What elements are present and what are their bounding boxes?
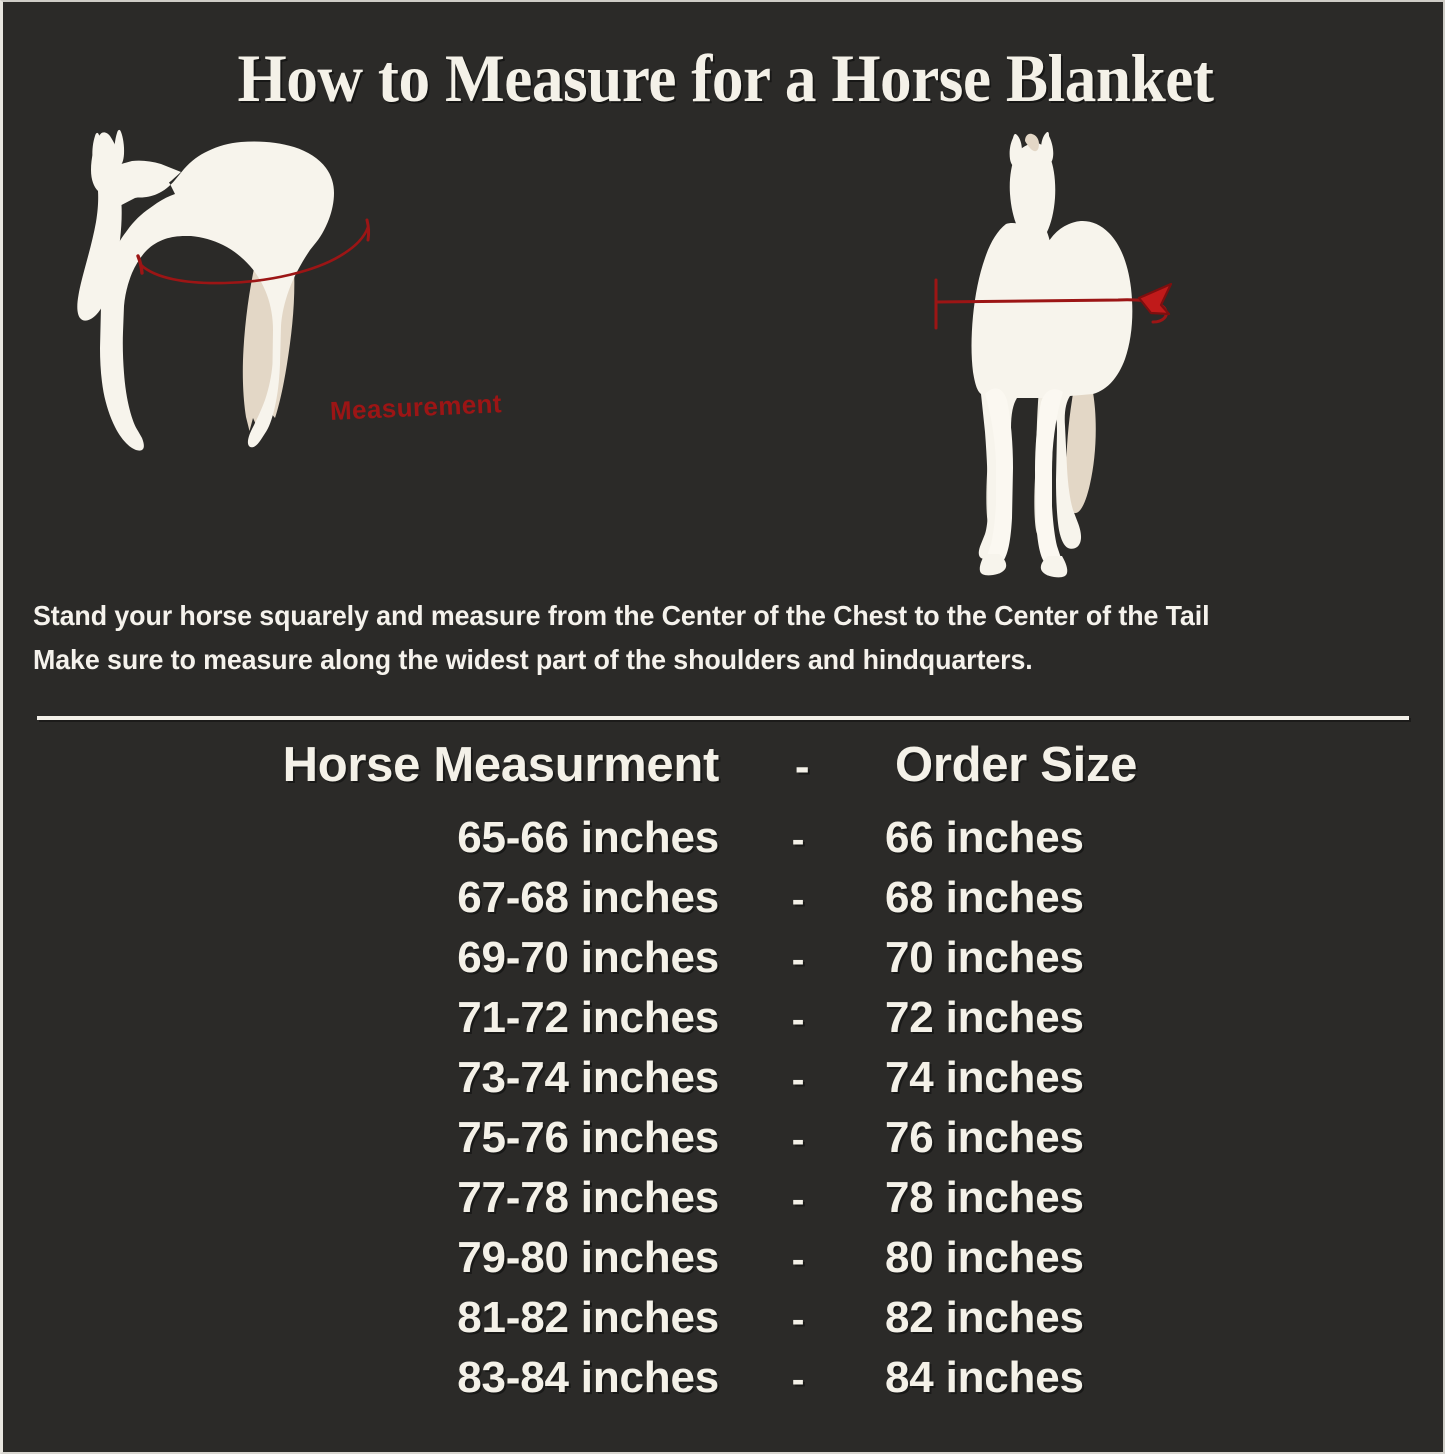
cell-measurement: 75-76 inches [457, 1113, 719, 1162]
header-separator: - [794, 742, 810, 791]
size-chart-table: Horse Measurment - Order Size 65-66 inch… [3, 737, 1443, 1413]
cell-order-size: 78 inches [885, 1173, 1084, 1222]
cell-separator: - [791, 1059, 805, 1101]
cell-measurement: 69-70 inches [457, 933, 719, 982]
horse-rear-view-icon [934, 132, 1173, 578]
horse-body-shape [84, 141, 334, 451]
instructions-text: Stand your horse squarely and measure fr… [33, 594, 1388, 682]
horse-ear-left [92, 132, 103, 166]
horse-rear-ear-left [1009, 134, 1022, 167]
header-order-size: Order Size [895, 738, 1138, 792]
table-row: 83-84 inches - 84 inches [3, 1353, 1443, 1413]
horse-rear-leg-near-left [985, 388, 1013, 570]
cell-order-size: 80 inches [885, 1233, 1084, 1282]
cell-order-size: 72 inches [885, 993, 1084, 1042]
cell-measurement: 79-80 inches [457, 1233, 719, 1282]
cell-measurement: 71-72 inches [457, 993, 719, 1042]
horse-rear-hoof-left [979, 554, 1007, 576]
horse-rear-view [903, 132, 1233, 578]
cell-measurement: 77-78 inches [457, 1173, 719, 1222]
table-row: 73-74 inches - 74 inches [3, 1053, 1443, 1113]
table-row: 71-72 inches - 72 inches [3, 993, 1443, 1053]
cell-separator: - [791, 1299, 805, 1341]
cell-separator: - [791, 1239, 805, 1281]
horse-head-shape [77, 132, 181, 321]
measurement-arrow-icon [1137, 282, 1173, 316]
horse-rear-forelock [1025, 133, 1039, 152]
table-row: 65-66 inches - 66 inches [3, 813, 1443, 873]
horse-ear-right [114, 129, 125, 165]
cell-measurement: 83-84 inches [457, 1353, 719, 1402]
horse-rear-leg-near-right [1035, 389, 1063, 572]
section-divider [37, 716, 1409, 720]
cell-measurement: 81-82 inches [457, 1293, 719, 1342]
table-row: 77-78 inches - 78 inches [3, 1173, 1443, 1233]
cell-separator: - [791, 999, 805, 1041]
cell-order-size: 74 inches [885, 1053, 1084, 1102]
horse-rear-head-shape [1009, 142, 1056, 304]
page-title: How to Measure for a Horse Blanket [237, 40, 1214, 116]
instruction-line-1: Stand your horse squarely and measure fr… [33, 600, 1210, 631]
cell-separator: - [791, 1359, 805, 1401]
cell-separator: - [791, 819, 805, 861]
table-row: 75-76 inches - 76 inches [3, 1113, 1443, 1173]
cell-separator: - [791, 1119, 805, 1161]
measurement-line [139, 225, 370, 285]
measurement-tick [365, 218, 371, 242]
horse-side-view [65, 128, 705, 578]
cell-separator: - [791, 879, 805, 921]
table-row: 79-80 inches - 80 inches [3, 1233, 1443, 1293]
cell-order-size: 84 inches [885, 1353, 1084, 1402]
cell-separator: - [791, 939, 805, 981]
table-row: 81-82 inches - 82 inches [3, 1293, 1443, 1353]
cell-separator: - [791, 1179, 805, 1221]
header-horse-measurement: Horse Measurment [282, 738, 720, 792]
table-header-row: Horse Measurment - Order Size [3, 737, 1443, 813]
cell-order-size: 66 inches [885, 813, 1084, 862]
cell-measurement: 67-68 inches [457, 873, 719, 922]
horse-side-view-icon [77, 129, 371, 451]
horse-rear-hoof-right [1040, 556, 1068, 578]
instruction-line-2: Make sure to measure along the widest pa… [33, 644, 1033, 675]
cell-order-size: 68 inches [885, 873, 1084, 922]
table-row: 67-68 inches - 68 inches [3, 873, 1443, 933]
table-row: 69-70 inches - 70 inches [3, 933, 1443, 993]
cell-order-size: 70 inches [885, 933, 1084, 982]
illustration-area: Measurement [3, 128, 1443, 578]
cell-measurement: 73-74 inches [457, 1053, 719, 1102]
cell-order-size: 76 inches [885, 1113, 1084, 1162]
horse-rear-ear-right [1041, 132, 1054, 165]
cell-measurement: 65-66 inches [457, 813, 719, 862]
cell-order-size: 82 inches [885, 1293, 1084, 1342]
measurement-tick-chest [136, 254, 144, 275]
